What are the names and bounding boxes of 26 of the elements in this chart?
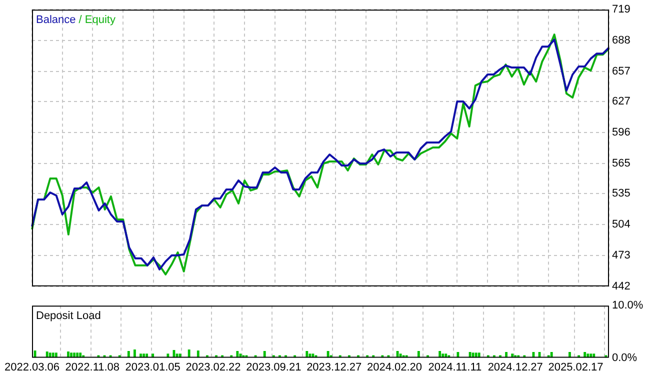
x-tick-label: 2023.01.05 [125,361,180,374]
y-tick-label: 10.0% [612,300,644,312]
x-tick-label: 2023.12.27 [306,361,362,374]
y-tick-label: 627 [612,96,630,108]
y-tick-label: 0.0% [612,352,638,364]
x-tick-label: 2024.12.27 [488,361,543,374]
x-tick-label: 2024.11.11 [428,361,482,374]
y-tick-label: 657 [612,66,630,78]
y-tick-label: 473 [612,249,630,262]
x-tick-label: 2022.11.08 [65,361,120,374]
x-tick-label: 2025.02.17 [548,361,604,374]
annotation: / [76,14,85,26]
y-tick-label: 719 [612,4,630,16]
y-tick-label: 596 [612,126,630,139]
y-tick-label: 565 [612,158,630,170]
text: Equity [84,14,116,26]
y-tick-label: 535 [612,188,630,200]
y-tick-label: 442 [612,280,630,292]
x-tick-label: 2022.03.06 [4,361,60,374]
chart-title: Deposit Load [36,310,101,322]
text: Balance [36,14,76,26]
x-tick-label: 2023.02.22 [186,361,241,374]
x-tick-label: 2024.02.20 [366,361,422,374]
y-tick-label: 688 [612,34,630,47]
y-tick-label: 504 [612,218,630,230]
x-tick-label: 2023.09.21 [246,361,302,374]
